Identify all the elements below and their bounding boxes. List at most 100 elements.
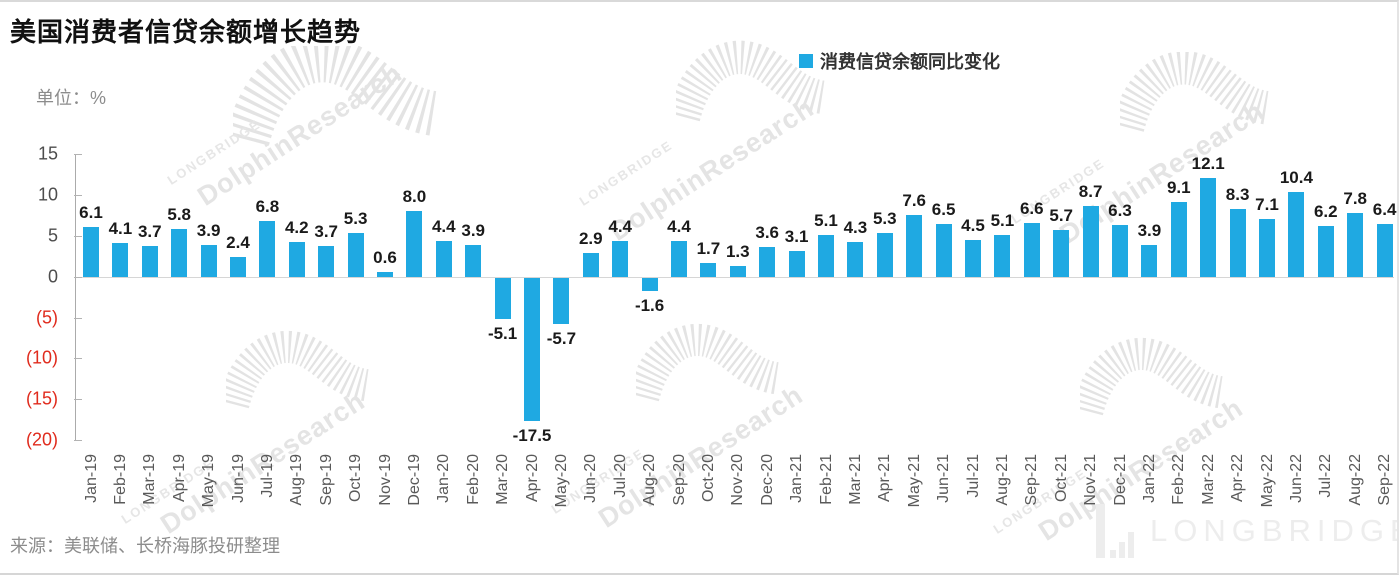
bar: [847, 241, 864, 277]
bar-value-label: 6.8: [255, 197, 280, 217]
bar-value-label: 4.1: [108, 219, 133, 239]
bar-value-label: 4.3: [843, 217, 868, 237]
bar-value-label: 6.3: [1108, 201, 1132, 221]
bar-value-label: 3.9: [196, 220, 221, 240]
x-axis-label: Mar-22: [1199, 454, 1217, 505]
longbridge-logo-icon: [1096, 504, 1134, 558]
bar-value-label: 12.1: [1191, 153, 1225, 173]
bar: [1170, 202, 1187, 277]
bar: [406, 211, 423, 277]
x-axis-label: Apr-19: [170, 454, 188, 503]
x-axis-label: May-19: [200, 454, 218, 508]
unit-label: 单位：%: [36, 88, 107, 108]
bar-value-label: 6.4: [1372, 200, 1397, 220]
bar: [553, 277, 570, 325]
bar-value-label: -5.7: [546, 329, 577, 349]
bar-value-label: 4.5: [961, 215, 985, 235]
page-title: 美国消费者信贷余额增长趋势: [10, 17, 362, 47]
watermark-brand-text: LONGBRIDGE: [576, 137, 676, 209]
y-axis-tick: [74, 154, 82, 156]
bar-value-label: 4.4: [667, 216, 691, 236]
bar: [200, 244, 217, 277]
bar: [465, 244, 482, 277]
x-axis-label: Jan-22: [1140, 454, 1158, 503]
dolphin-watermark-icon: [1120, 52, 1270, 133]
x-axis-label: Feb-21: [817, 454, 835, 505]
dolphin-watermark-icon: [636, 323, 780, 402]
y-axis-tick-label: (10): [25, 347, 58, 368]
bar-value-label: 8.7: [1078, 181, 1103, 201]
x-axis-label: Nov-19: [376, 454, 394, 506]
bar-value-label: 3.6: [755, 223, 780, 243]
x-axis-label: Dec-19: [405, 454, 423, 506]
x-axis-label: Feb-22: [1170, 454, 1188, 505]
legend-color-swatch: [799, 54, 813, 68]
legend-label: 消费信贷余额同比变化: [820, 52, 1000, 72]
x-axis-label: Oct-19: [347, 454, 365, 503]
bar-value-label: 6.6: [1019, 198, 1044, 218]
y-axis-tick-label: 10: [37, 184, 58, 205]
y-axis-tick: [74, 276, 82, 278]
bar: [818, 235, 834, 277]
x-axis-label: Sep-19: [317, 454, 335, 506]
bar: [935, 223, 952, 277]
x-axis-label: Feb-20: [464, 454, 482, 505]
bar: [288, 242, 305, 277]
y-axis-tick: [74, 399, 82, 401]
y-axis-line: [75, 154, 76, 441]
watermark-brand-text: LONGBRIDGE: [164, 116, 264, 188]
bar: [876, 233, 893, 277]
y-axis-tick-label: (5): [36, 307, 58, 328]
bar-value-label: 3.9: [1137, 220, 1162, 240]
bar-value-label: 8.3: [1225, 184, 1250, 204]
x-axis-label: Apr-21: [876, 454, 894, 503]
bar: [1259, 218, 1275, 277]
bar-value-label: 7.8: [1343, 188, 1368, 208]
bar: [700, 262, 717, 277]
bar: [494, 277, 511, 320]
bar: [1053, 230, 1070, 277]
bar: [582, 253, 599, 277]
y-axis-tick-label: 5: [47, 225, 58, 246]
x-axis-label: May-21: [905, 454, 923, 508]
bar: [83, 226, 99, 277]
bar: [641, 277, 658, 291]
bar-value-label: 6.5: [931, 199, 956, 219]
dolphin-watermark-icon: [1080, 337, 1224, 416]
x-axis-label: Apr-22: [1229, 454, 1247, 503]
x-axis-label: Feb-19: [111, 454, 129, 505]
bar-value-label: 3.7: [314, 222, 339, 242]
y-axis-tick-label: (15): [25, 388, 58, 409]
y-axis-tick: [74, 317, 82, 319]
watermark-research-text: DolphinResearch: [604, 92, 820, 247]
x-axis-label: Jul-22: [1317, 454, 1335, 498]
x-axis-label: May-20: [552, 454, 570, 508]
x-axis-label: Sep-20: [670, 454, 688, 506]
bar-value-label: 5.7: [1049, 206, 1074, 226]
x-axis-label: Mar-20: [494, 454, 512, 505]
x-axis-label: Jul-20: [611, 454, 629, 498]
bar-value-label: 4.2: [284, 218, 309, 238]
x-axis-label: Jun-20: [582, 454, 600, 503]
x-axis-label: Aug-21: [993, 454, 1011, 506]
x-axis-label: Dec-20: [758, 454, 776, 506]
bar-value-label: 4.4: [431, 216, 456, 236]
bar: [318, 246, 335, 277]
bar-value-label: 7.6: [902, 190, 927, 210]
bar-value-label: 2.4: [226, 233, 250, 253]
bar: [230, 257, 246, 277]
bar-value-label: 10.4: [1279, 167, 1313, 187]
bar: [1229, 208, 1246, 277]
x-axis-label: Oct-21: [1052, 454, 1070, 503]
bar: [1082, 205, 1099, 277]
longbridge-logo-text: LONGBRIDGE: [1150, 513, 1399, 548]
zero-gridline: [76, 276, 1394, 278]
bar: [1112, 225, 1128, 277]
x-axis-label: Jan-19: [82, 454, 100, 503]
y-axis-tick: [74, 194, 82, 196]
bar: [759, 247, 776, 277]
bar: [1376, 224, 1393, 277]
bar: [377, 271, 393, 277]
bar-value-label: -5.1: [487, 324, 518, 344]
